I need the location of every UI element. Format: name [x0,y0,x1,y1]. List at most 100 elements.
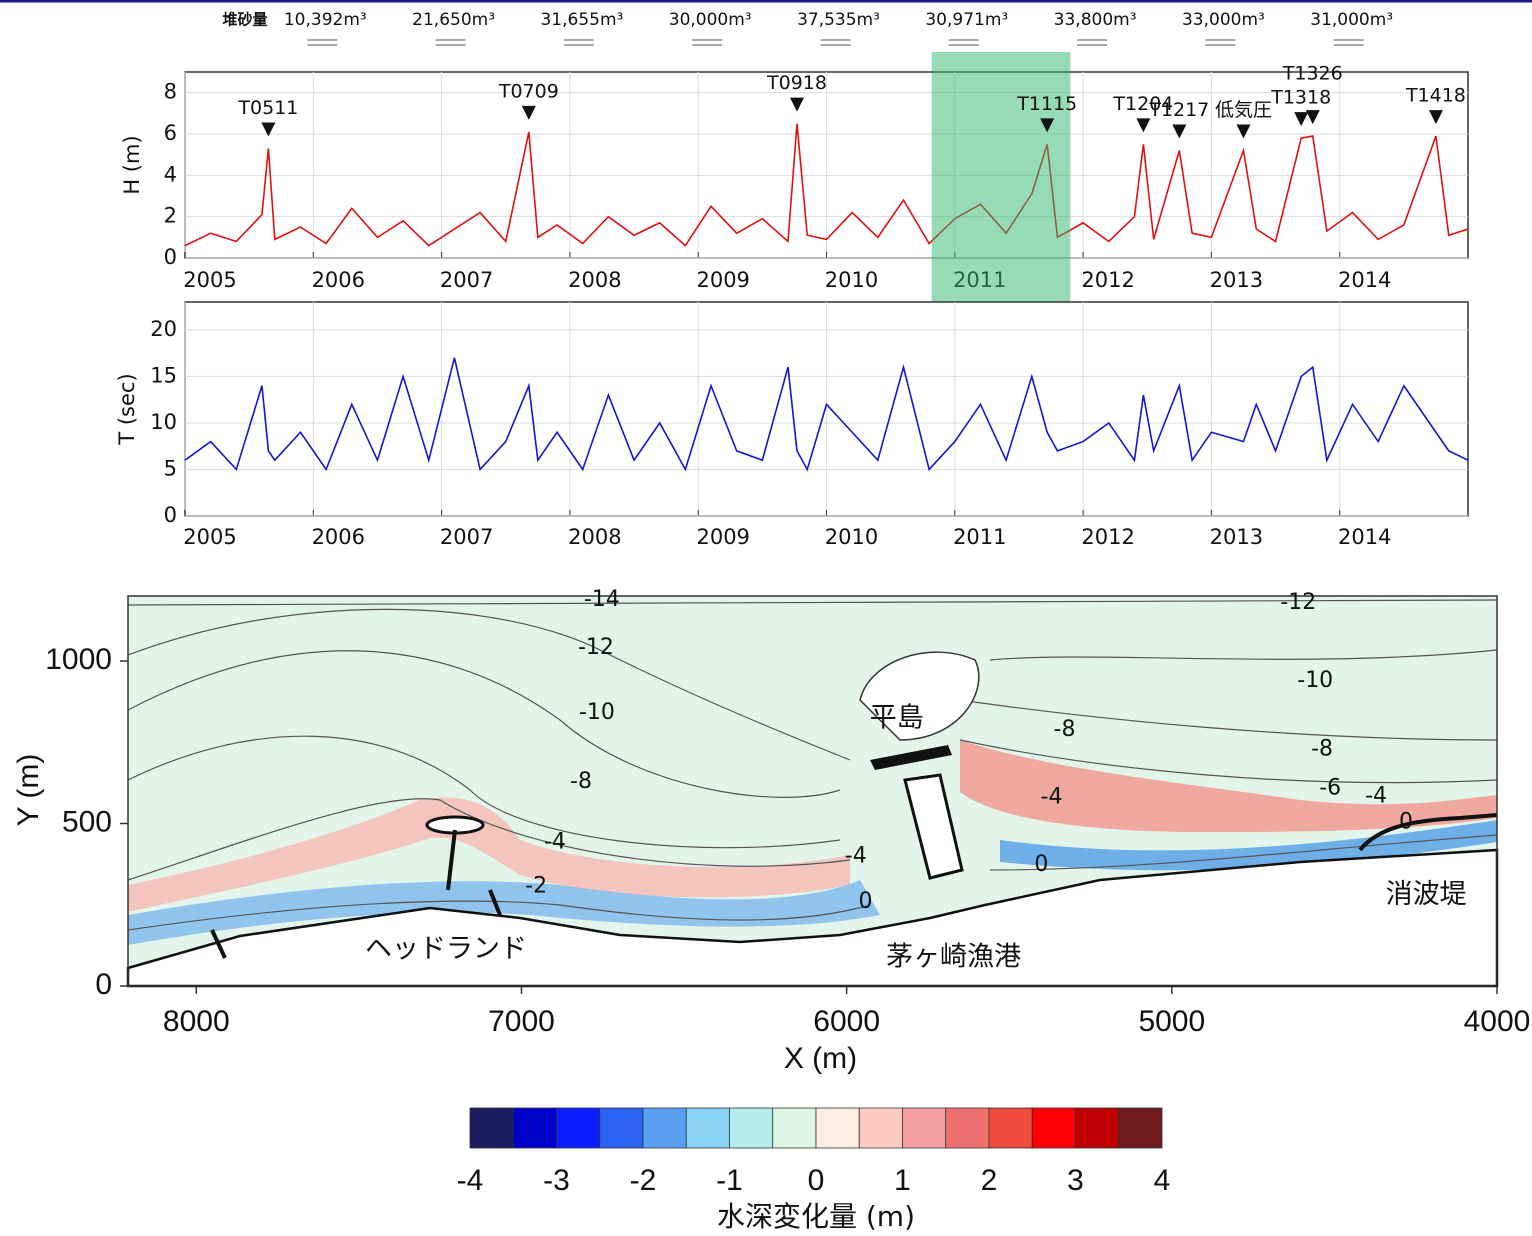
accretion-area [960,740,1497,832]
colorbar-tick-label: 4 [1154,1164,1171,1197]
color-level [642,1107,687,1149]
y-tick-label: 15 [150,363,177,387]
x-tick-label: 2009 [696,268,749,292]
erosion-area [128,880,880,945]
color-level [729,1107,774,1149]
x-tick-label: 2006 [312,268,365,292]
x-tick-label: 2013 [1210,268,1263,292]
contour-label: -4 [845,844,867,869]
event-marker [521,105,536,120]
colorbar-tick-label: 3 [1067,1164,1084,1197]
event-marker [1040,118,1055,133]
event-marker [1428,110,1443,125]
y-axis-label: T (sec) [115,373,139,445]
x-tick-label: 8000 [163,1005,230,1038]
volume-label: 30,000m³ [669,10,752,30]
event-label: T1217 [1148,99,1209,121]
volume-label: 33,800m³ [1054,10,1137,30]
color-level [772,1107,817,1149]
y-axis-label: H (m) [120,135,144,194]
contour-label: 0 [1034,852,1048,877]
colorbar-label: 水深変化量 (m) [717,1200,915,1233]
x-tick-label: 2014 [1338,525,1391,549]
colorbar-tick-label: 2 [981,1164,998,1197]
volume-label: 33,000m³ [1182,10,1265,30]
color-level [902,1107,947,1149]
contour-label: -8 [570,769,592,794]
color-level [858,1107,903,1149]
color-level [512,1107,557,1149]
y-tick-label: 6 [164,121,177,145]
event-label: T0918 [766,72,827,94]
event-label: T1418 [1405,85,1466,107]
y-tick-label: 500 [62,805,112,838]
event-marker [1236,124,1251,139]
data-line [184,357,1469,472]
place-label: 茅ヶ崎漁港 [886,942,1021,973]
color-level [1031,1107,1076,1149]
place-label: 消波堤 [1386,879,1467,910]
headland [446,829,457,891]
y-tick-label: 0 [95,968,112,1001]
x-tick-label: 2011 [953,525,1006,549]
x-tick-label: 2012 [1081,268,1134,292]
x-axis-label: X (m) [784,1042,857,1075]
contour-label: -4 [1365,784,1387,809]
colorbar-tick-label: 1 [894,1164,911,1197]
event-label: T0709 [498,80,559,102]
y-tick-label: 5 [164,456,177,480]
volume-label: 37,535m³ [797,10,880,30]
place-label: ヘッドランド [365,933,527,964]
color-level [815,1107,860,1149]
event-marker [1172,124,1187,139]
x-tick-label: 2008 [568,525,621,549]
plot-frame [127,595,1498,987]
y-tick-label: 10 [150,410,177,434]
contour-label: 0 [1399,810,1413,835]
y-tick-label: 20 [150,317,177,341]
colorbar-tick-label: 0 [808,1164,825,1197]
event-marker [261,122,276,137]
x-tick-label: 2014 [1338,268,1391,292]
y-tick-label: 8 [164,80,177,104]
contour-label: -10 [579,700,615,725]
volume-title: 堆砂量 [222,11,267,29]
color-level [556,1107,601,1149]
contour-label: -4 [544,830,566,855]
breakwater [870,745,952,770]
x-tick-label: 6000 [813,1005,880,1038]
event-label: T1326 [1282,63,1343,85]
contour-label: -8 [1311,736,1333,761]
y-tick-label: 0 [164,245,177,269]
contour-label: -8 [1054,717,1076,742]
colorbar-tick-label: -2 [630,1164,657,1197]
island [859,651,980,741]
x-tick-label: 2009 [696,525,749,549]
x-tick-label: 4000 [1464,1005,1531,1038]
x-tick-label: 2007 [440,525,493,549]
event-label: 低気圧 [1215,99,1272,121]
x-tick-label: 2010 [825,268,878,292]
color-level [1075,1107,1120,1149]
harbor-pier [903,773,964,880]
volume-label: 30,971m³ [925,10,1008,30]
contour-label: -12 [578,635,614,660]
volume-label: 21,650m³ [412,10,495,30]
x-tick-label: 2005 [183,268,236,292]
x-tick-label: 2008 [568,268,621,292]
contour-label: -10 [1297,668,1333,693]
x-tick-label: 2007 [440,268,493,292]
wave-dissipating-breakwater [1358,813,1498,852]
x-tick-label: 2006 [312,525,365,549]
y-axis-label: Y (m) [12,754,45,827]
event-marker [1294,112,1309,127]
event-label: T1115 [1016,93,1077,115]
volume-label: 10,392m³ [284,10,367,30]
colorbar-tick-label: -4 [457,1164,484,1197]
contour-label: -6 [1319,775,1341,800]
accretion-area [128,797,850,912]
event-marker [789,97,804,112]
event-label: T0511 [237,97,298,119]
event-label: T1318 [1270,87,1331,109]
